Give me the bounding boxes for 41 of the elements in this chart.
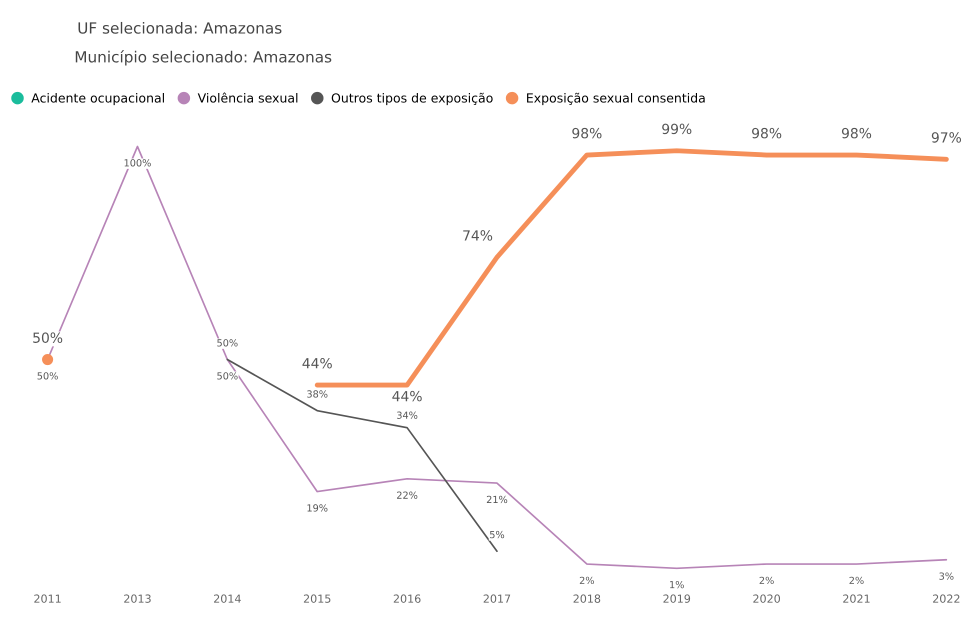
x-tick-label: 2016: [394, 594, 421, 603]
data-label: 2%: [580, 576, 594, 584]
legend-label: Outros tipos de exposição: [332, 92, 493, 106]
x-tick-label: 2014: [214, 594, 241, 603]
data-label: 34%: [397, 412, 418, 419]
chart-subtitle: Município selecionado: Amazonas: [76, 50, 332, 66]
data-label: 98%: [842, 128, 872, 138]
x-tick-label: 2019: [663, 594, 690, 603]
x-tick-label: 2018: [574, 594, 600, 603]
data-label: 22%: [397, 491, 418, 499]
x-tick-label: 2022: [933, 594, 960, 603]
data-label: 2%: [849, 576, 864, 584]
x-tick-label: 2013: [124, 594, 151, 603]
data-label: 74%: [463, 230, 492, 241]
data-label: 3%: [939, 572, 954, 580]
data-label: 38%: [307, 390, 328, 398]
legend-label: Exposição sexual consentida: [527, 92, 705, 106]
data-label: 1%: [670, 580, 684, 588]
x-tick-label: 2015: [304, 594, 330, 603]
x-tick-label: 2020: [753, 594, 780, 603]
data-label: 98%: [752, 128, 782, 138]
data-label: 44%: [392, 390, 422, 402]
data-label: 97%: [932, 132, 962, 143]
data-label: 19%: [307, 504, 328, 512]
data-label: 21%: [486, 496, 508, 504]
data-label: 99%: [662, 124, 692, 134]
legend-label: Violência sexual: [198, 92, 298, 103]
data-label: 44%: [302, 358, 332, 369]
data-label: 2%: [760, 576, 774, 584]
chart-title: UF selecionada: Amazonas: [78, 22, 282, 34]
x-tick-label: 2011: [34, 594, 61, 603]
x-tick-label: 2021: [843, 594, 870, 603]
data-label: 5%: [490, 530, 504, 538]
data-label: 50%: [217, 339, 238, 347]
data-label: 98%: [572, 128, 602, 138]
data-label: 50%: [217, 372, 238, 380]
data-label: 100%: [124, 159, 151, 167]
data-label: 50%: [38, 372, 58, 380]
data-label: 50%: [33, 332, 62, 343]
legend-label: Acidente ocupacional: [31, 92, 164, 106]
x-tick-label: 2017: [484, 594, 510, 603]
